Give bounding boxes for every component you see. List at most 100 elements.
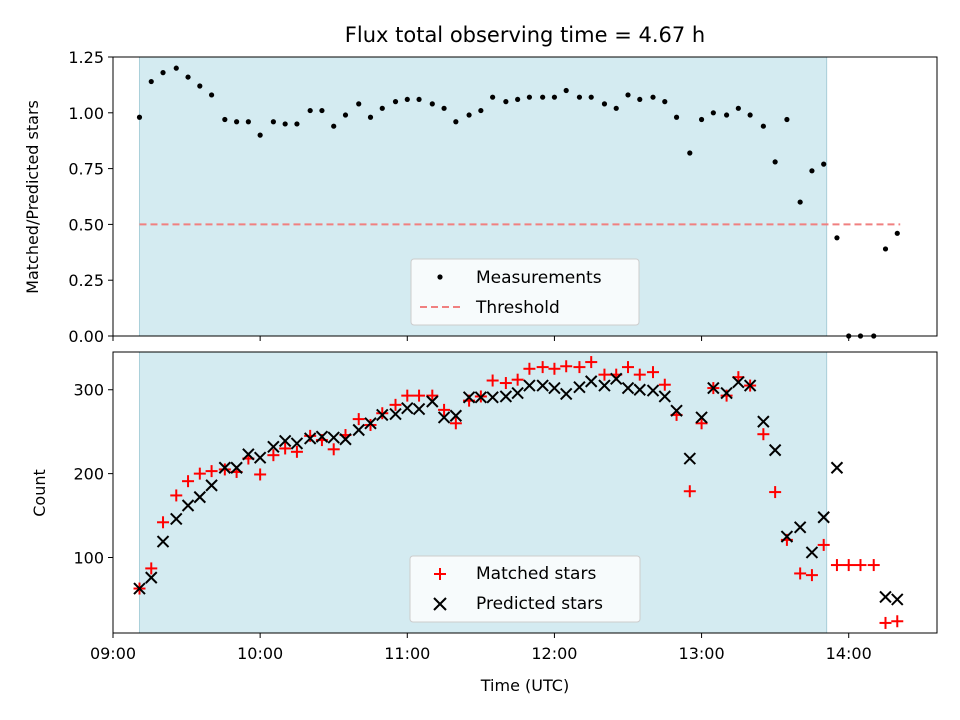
legend-matched-marker	[434, 568, 446, 580]
predicted-star-point	[499, 390, 513, 403]
measurement-point	[503, 99, 509, 105]
measurement-point	[234, 119, 240, 125]
measurement-point	[197, 83, 203, 89]
matched-star-point	[157, 516, 170, 529]
matched-star-point	[327, 443, 340, 456]
bottom-x-tick-label: 12:00	[531, 644, 577, 663]
predicted-star-point	[474, 391, 488, 404]
predicted-star-point	[658, 390, 671, 403]
matched-star-point	[805, 569, 818, 582]
measurement-point	[650, 94, 656, 100]
measurement-point	[282, 121, 288, 127]
measurement-point	[208, 92, 215, 98]
measurement-point	[576, 94, 583, 100]
top-panel-x-ticks	[112, 336, 850, 341]
predicted-star-point	[511, 386, 524, 400]
predicted-star-point	[646, 384, 660, 397]
predicted-star-point	[683, 452, 697, 465]
predicted-star-point	[290, 437, 304, 450]
predicted-star-point	[805, 546, 819, 559]
predicted-star-point	[817, 511, 830, 524]
measurement-point	[453, 119, 459, 125]
predicted-star-point	[621, 381, 635, 395]
measurement-point	[772, 159, 778, 165]
measurement-point	[185, 74, 191, 80]
predicted-star-point	[170, 512, 183, 526]
measurement-point	[834, 235, 840, 241]
predicted-star-point	[181, 499, 195, 512]
measurement-point	[173, 65, 179, 71]
predicted-star-point	[156, 535, 170, 548]
matched-star-point	[573, 361, 586, 374]
predicted-star-point	[707, 381, 720, 395]
top-legend: Measurements Threshold	[410, 258, 640, 326]
top-y-tick-label: 1.25	[68, 48, 104, 67]
measurement-point	[222, 116, 228, 123]
measurement-point	[245, 119, 251, 125]
measurement-point	[540, 94, 546, 100]
matched-star-point	[647, 366, 660, 379]
predicted-star-point	[585, 375, 598, 388]
measurement-point	[526, 94, 533, 100]
matched-star-point	[170, 489, 183, 502]
measurement-point	[625, 92, 631, 98]
measurement-point	[331, 123, 337, 129]
predicted-star-point	[315, 430, 329, 443]
matched-star-point	[658, 378, 671, 391]
measurement-point	[723, 112, 730, 118]
matched-star-point	[413, 389, 426, 402]
bottom-y-tick-label: 300	[73, 381, 104, 400]
measurement-point	[760, 123, 766, 129]
matched-star-point	[449, 417, 462, 430]
matched-star-point	[511, 373, 524, 386]
matched-star-point	[842, 559, 855, 572]
predicted-star-point	[573, 381, 586, 394]
measurement-point	[429, 101, 435, 107]
measurement-point	[747, 112, 753, 118]
matched-star-point	[389, 398, 402, 411]
predicted-star-point	[242, 448, 255, 461]
predicted-star-point	[230, 461, 243, 474]
top-y-tick-label: 0.25	[68, 271, 104, 290]
measurement-point	[404, 96, 410, 103]
measurement-point	[466, 112, 472, 118]
legend-measurements-marker	[437, 274, 443, 280]
bottom-x-tick-label: 10:00	[237, 644, 283, 663]
measurement-point	[882, 246, 889, 252]
measurement-point	[356, 101, 362, 107]
measurement-point	[588, 94, 594, 100]
measurement-point	[821, 161, 827, 167]
matched-star-point	[560, 360, 573, 373]
predicted-star-point	[364, 417, 377, 430]
matched-star-point	[145, 562, 158, 575]
top-y-tick-label: 1.00	[68, 104, 104, 123]
top-panel-y-label: Matched/Predicted stars	[23, 100, 42, 294]
matched-star-point	[523, 362, 536, 375]
matched-star-point	[536, 361, 549, 374]
measurement-point	[367, 114, 374, 120]
matched-star-point	[499, 377, 512, 390]
predicted-star-point	[205, 479, 218, 492]
measurement-point	[490, 94, 496, 100]
matched-star-point	[867, 559, 880, 572]
measurement-point	[698, 116, 705, 123]
matched-star-point	[352, 413, 365, 426]
predicted-star-point	[133, 582, 146, 595]
bottom-panel-y-ticks: 100 200 300	[73, 381, 113, 568]
predicted-star-point	[670, 404, 683, 417]
predicted-star-point	[426, 395, 439, 408]
bottom-x-tick-label: 13:00	[679, 644, 725, 663]
measurement-point	[797, 199, 803, 205]
measurement-point	[416, 96, 422, 103]
measurement-point	[136, 114, 143, 120]
predicted-star-point	[145, 571, 158, 584]
measurement-point	[894, 230, 900, 236]
matched-star-point	[205, 465, 218, 478]
predicted-star-point	[879, 590, 892, 604]
measurement-point	[441, 105, 447, 111]
predicted-star-point	[339, 433, 352, 446]
bottom-x-tick-label: 14:00	[826, 644, 872, 663]
matched-star-point	[854, 559, 867, 572]
predicted-star-point	[352, 423, 365, 437]
predicted-star-point	[598, 379, 611, 392]
